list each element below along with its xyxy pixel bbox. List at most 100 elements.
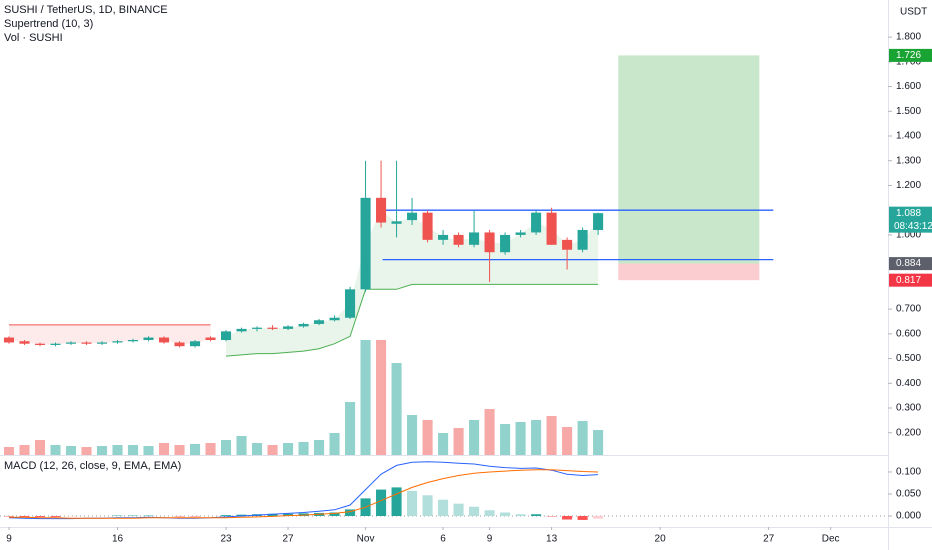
x-tick-label: 13: [546, 534, 558, 545]
volume-bar: [267, 445, 278, 455]
candle-body: [360, 197, 371, 290]
indicator-label: Supertrend (10, 3): [4, 18, 93, 30]
y-tick-label: 0.050: [896, 489, 921, 500]
volume-bar: [19, 445, 30, 455]
macd-histogram-bar: [453, 503, 464, 516]
volume-bar: [96, 446, 108, 455]
volume-bar: [143, 446, 154, 455]
macd-histogram-bar: [236, 514, 247, 516]
y-tick-label: 1.800: [896, 32, 921, 43]
candle-body: [189, 341, 201, 347]
currency-label: USDT: [900, 7, 927, 18]
macd-histogram-bar: [19, 515, 30, 517]
candle-body: [251, 327, 263, 329]
candle-body: [236, 328, 247, 332]
macd-label: MACD (12, 26, close, 9, EMA, EMA): [4, 460, 181, 472]
volume-bar: [562, 427, 573, 455]
price-badge-label: 0.817: [896, 275, 921, 286]
candle-body: [267, 327, 278, 329]
volume-bar: [469, 420, 480, 455]
volume-bar: [531, 420, 542, 455]
volume-bar: [251, 443, 263, 455]
target-zone: [618, 55, 760, 264]
candle-body: [546, 212, 557, 245]
candle-body: [112, 341, 123, 343]
macd-histogram-bar: [220, 515, 232, 516]
x-tick-label: 27: [282, 534, 294, 545]
volume-bar: [314, 440, 325, 455]
candle-body: [407, 212, 418, 221]
volume-bar: [158, 443, 170, 455]
candle-body: [96, 342, 108, 344]
x-tick-label: 23: [220, 534, 232, 545]
volume-bar: [453, 428, 464, 455]
candle-body: [391, 221, 402, 224]
x-tick-label: 16: [112, 534, 124, 545]
macd-histogram-bar: [562, 515, 573, 520]
macd-histogram-bar: [500, 512, 511, 516]
candle-body: [220, 331, 232, 341]
chart-title: SUSHI / TetherUS, 1D, BINANCE: [4, 4, 168, 16]
volume-bar: [484, 409, 495, 455]
volume-bar: [438, 433, 449, 455]
y-tick-label: 1.700: [896, 56, 921, 67]
candle-body: [158, 337, 170, 343]
macd-histogram-bar: [34, 515, 46, 517]
macd-histogram-bar: [50, 515, 61, 517]
macd-histogram-bar: [391, 487, 402, 516]
x-tick-label: Dec: [822, 534, 840, 545]
candle-body: [484, 232, 495, 253]
candle-body: [127, 340, 139, 342]
candle-body: [143, 337, 154, 341]
volume-bar: [236, 436, 247, 455]
candle-body: [469, 232, 480, 245]
candle-body: [577, 229, 588, 250]
x-tick-label: 27: [763, 534, 775, 545]
x-tick-label: 9: [6, 534, 12, 545]
volume-bar: [360, 340, 371, 455]
candle-body: [314, 320, 325, 324]
candle-body: [593, 213, 604, 230]
candle-body: [531, 212, 542, 233]
countdown-label: 08:43:12: [894, 221, 932, 232]
volume-bar: [3, 447, 15, 455]
price-badge: [889, 273, 932, 287]
macd-histogram-bar: [283, 513, 294, 516]
candle-body: [298, 323, 309, 327]
candle-body: [422, 212, 433, 240]
price-badge: [889, 257, 932, 271]
y-tick-label: 0.300: [896, 403, 921, 414]
candle-body: [50, 343, 61, 345]
volume-bar: [577, 421, 588, 455]
candle-body: [34, 343, 46, 345]
macd-histogram-bar: [593, 515, 604, 519]
signal-line: [9, 469, 599, 519]
price-badge-label: 1.088: [896, 208, 921, 219]
macd-histogram-bar: [345, 509, 356, 516]
volume-bar: [391, 363, 402, 455]
y-tick-label: 0.600: [896, 328, 921, 339]
volume-bar: [298, 442, 309, 455]
candle-body: [453, 234, 464, 245]
y-tick-label: 1.200: [896, 180, 921, 191]
y-tick-label: 0.100: [896, 467, 921, 478]
volume-bar: [546, 416, 557, 455]
x-tick-label: 6: [440, 534, 446, 545]
y-tick-label: 0.000: [896, 511, 921, 522]
macd-histogram-bar: [422, 495, 433, 516]
macd-histogram-bar: [329, 512, 340, 516]
macd-histogram-bar: [515, 514, 526, 516]
volume-bar: [515, 422, 526, 455]
candle-body: [174, 342, 185, 347]
x-tick-label: 20: [655, 534, 667, 545]
candle-body: [500, 234, 511, 253]
supertrend-up: [225, 283, 599, 357]
candle-body: [205, 337, 216, 341]
y-tick-label: 1.400: [896, 131, 921, 142]
volume-bar: [205, 443, 216, 455]
macd-histogram-bar: [577, 515, 588, 520]
volume-bar: [345, 402, 356, 455]
volume-bar: [174, 445, 185, 455]
